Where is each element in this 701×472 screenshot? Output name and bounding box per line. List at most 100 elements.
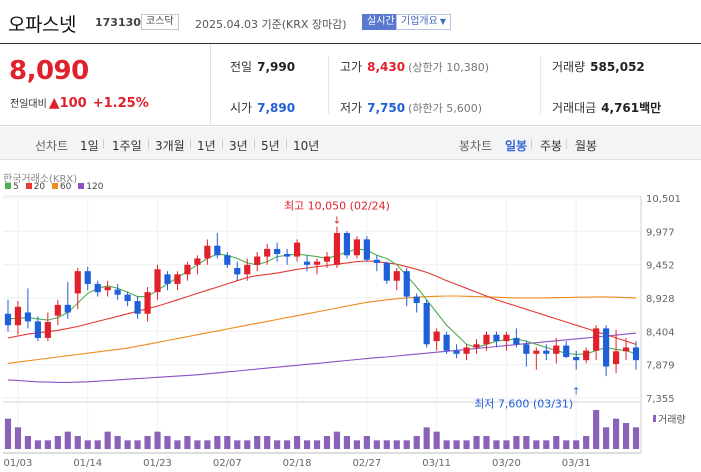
volume-bar (274, 440, 281, 449)
separator (190, 139, 191, 149)
x-tick-label: 02/27 (352, 458, 381, 469)
volume-legend-swatch (653, 415, 656, 422)
candle-body (632, 347, 640, 361)
candle-weekly[interactable]: 주봉 (540, 139, 563, 153)
volume-bar (523, 436, 530, 449)
volume-bar (343, 436, 351, 449)
high-value: 8,430 (367, 60, 406, 74)
volume-bar (353, 440, 360, 449)
candle-body (483, 334, 490, 345)
stock-name[interactable]: 오파스넷 (8, 14, 76, 36)
prev-close-label: 전일 (230, 60, 253, 74)
volume-bar (593, 410, 600, 449)
ma60-line (7, 295, 637, 364)
period-10y[interactable]: 10년 (293, 139, 320, 153)
period-1w[interactable]: 1주일 (112, 139, 142, 153)
candle-body (503, 334, 510, 342)
volume-bar (413, 436, 420, 449)
price-change: 전일대비 ▲100 +1.25% (10, 95, 149, 111)
volume-bar (533, 440, 540, 449)
volume-bar (493, 440, 500, 449)
volume-bar (503, 440, 510, 449)
realtime-button[interactable]: 실시간 (362, 14, 400, 30)
period-1d[interactable]: 1일 (80, 139, 99, 153)
volume-bar (423, 427, 430, 449)
volume-bar (114, 436, 121, 449)
candle-body (244, 264, 251, 275)
candle-body (274, 248, 281, 255)
x-tick-label: 03/31 (562, 458, 591, 469)
market-badge: 코스닥 (141, 14, 179, 30)
volume-bar (284, 440, 291, 449)
line-chart-tab[interactable]: 선차트 (35, 139, 69, 153)
candle-monthly[interactable]: 월봉 (575, 139, 598, 153)
ma-legend: 5 20 60 120 (5, 182, 103, 192)
period-1y[interactable]: 1년 (197, 139, 216, 153)
volume-bar (124, 440, 131, 449)
separator (566, 139, 567, 149)
ma60-swatch (51, 183, 58, 189)
change-label: 전일대비 (10, 99, 47, 110)
volume-bar (54, 436, 61, 449)
chevron-down-icon: ▼ (439, 17, 446, 26)
period-3y[interactable]: 3년 (229, 139, 248, 153)
candle-body (612, 351, 620, 364)
period-5y[interactable]: 5년 (261, 139, 280, 153)
candle-body (144, 292, 151, 314)
volume-bar (403, 440, 410, 449)
volume-bar (164, 436, 171, 449)
ma5-label: 5 (13, 182, 19, 192)
max-price-annotation: 최고 10,050 (02/24) (284, 200, 390, 213)
volume-bar (24, 436, 32, 449)
upper-limit: (상한가 10,380) (408, 61, 489, 74)
y-tick-label: 8,404 (646, 327, 675, 338)
company-info-dropdown[interactable]: 기업개요 ▼ (396, 14, 451, 30)
x-tick-label: 03/20 (492, 458, 521, 469)
candle-body (323, 256, 331, 262)
volume-bar (34, 440, 41, 449)
volume-bar (323, 436, 331, 449)
candle-body (44, 322, 51, 338)
stock-header: 오파스넷 173130 코스닥 2025.04.03 기준(KRX 장마감) 실… (0, 0, 701, 44)
ma5-swatch (5, 183, 11, 189)
candle-body (124, 294, 131, 302)
volume-bar (64, 431, 71, 449)
volume-bar (463, 440, 470, 449)
amount-label: 거래대금 (552, 101, 597, 115)
volume-value: 585,052 (590, 60, 645, 74)
volume-bar (333, 431, 341, 449)
candle-body (64, 304, 71, 313)
ma5-line (7, 248, 637, 356)
price-summary: 8,090 전일대비 ▲100 +1.25% 전일 7,990 시가 7,890 고가 8… (0, 44, 701, 126)
high-label: 고가 (340, 60, 363, 74)
volume-bar (44, 440, 51, 449)
candle-body (14, 306, 22, 326)
prev-close-value: 7,990 (257, 60, 296, 74)
candle-body (184, 264, 191, 275)
candle-body (413, 296, 420, 303)
volume-bar (224, 436, 231, 449)
stock-code: 173130 (95, 16, 141, 29)
open-value: 7,890 (257, 101, 296, 115)
candle-body (154, 269, 161, 293)
period-3m[interactable]: 3개월 (155, 139, 185, 153)
volume-bar (603, 427, 610, 449)
ma120-swatch (78, 183, 85, 189)
x-tick-label: 03/11 (422, 458, 451, 469)
ma20-swatch (25, 183, 32, 189)
candle-body (473, 344, 480, 348)
separator (148, 139, 149, 149)
candle-body (373, 259, 380, 263)
volume-bar (293, 436, 301, 449)
volume-bar (553, 436, 560, 449)
min-arrow-icon: ↑ (572, 386, 580, 397)
ma20-line (7, 260, 637, 345)
candle-body (443, 334, 450, 351)
volume-bar (453, 440, 460, 449)
candle-daily[interactable]: 일봉 (505, 139, 528, 153)
candle-chart-tab[interactable]: 봉차트 (459, 139, 493, 153)
ma60-label: 60 (59, 182, 72, 192)
up-arrow-icon: ▲ (48, 95, 60, 111)
